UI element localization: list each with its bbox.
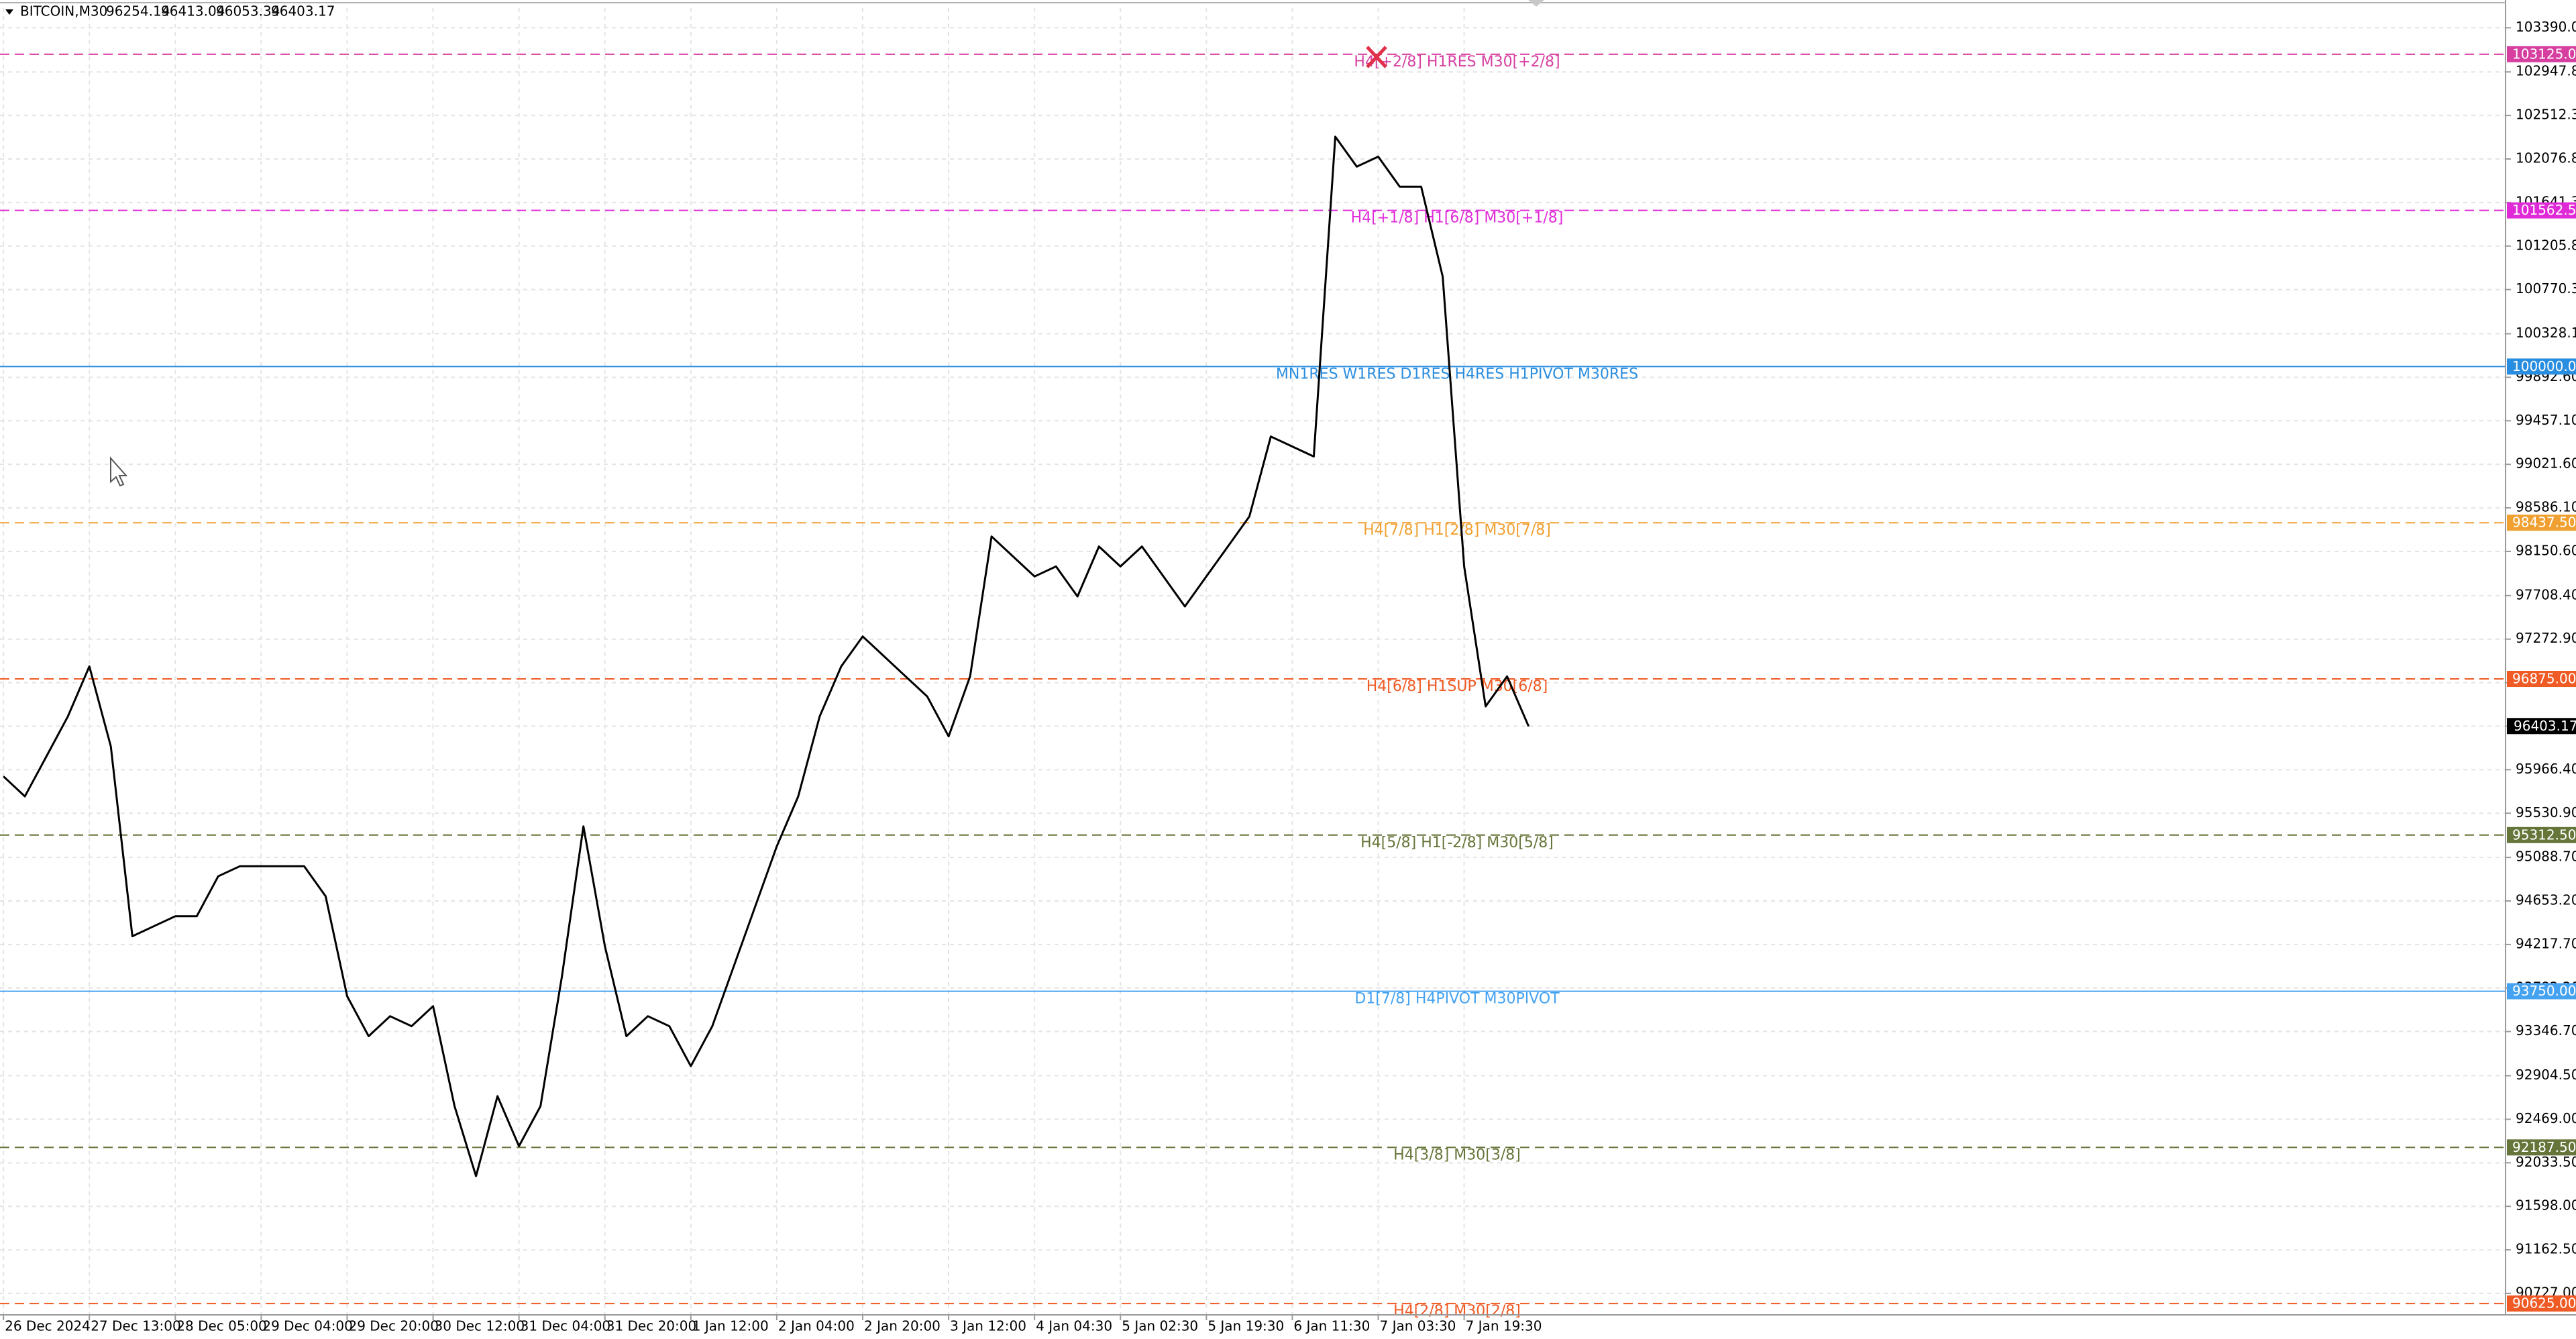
level-label: D1[7/8] H4PIVOT M30PIVOT [1354, 991, 1560, 1008]
y-tick-label: 93346.70 [2516, 1022, 2576, 1038]
x-tick-label: 27 Dec 13:00 [91, 1318, 181, 1334]
y-tick-label: 98586.10 [2516, 499, 2576, 515]
level-tag [2507, 826, 2576, 843]
x-tick-label: 6 Jan 11:30 [1293, 1318, 1370, 1334]
x-tick-label: 7 Jan 03:30 [1380, 1318, 1456, 1334]
ohlc-low: 96053.34 [216, 3, 280, 19]
level-tag-label: 90625.00 [2512, 1295, 2576, 1311]
level-label: MN1RES W1RES D1RES H4RES H1PIVOT M30RES [1276, 366, 1638, 382]
x-tick-label: 31 Dec 20:00 [606, 1318, 697, 1334]
level-tag-label: 98437.50 [2512, 515, 2576, 531]
y-tick-label: 102512.30 [2516, 107, 2576, 123]
level-tag-label: 92187.50 [2512, 1139, 2576, 1155]
x-tick-label: 5 Jan 19:30 [1208, 1318, 1284, 1334]
header-arrow [5, 9, 13, 15]
x-tick-label: 29 Dec 04:00 [262, 1318, 353, 1334]
level-tag [2507, 202, 2576, 219]
axes: 103390.00102947.80102512.30102076.801016… [3, 19, 2576, 1334]
x-tick-label: 2 Jan 04:00 [778, 1318, 855, 1334]
level-tag [2507, 1295, 2576, 1312]
y-tick-label: 99457.10 [2516, 412, 2576, 428]
level-tag [2507, 358, 2576, 375]
x-tick-label: 2 Jan 20:00 [864, 1318, 941, 1334]
plot [3, 136, 1530, 1177]
ohlc-close: 96403.17 [271, 3, 335, 19]
price-line [3, 136, 1530, 1177]
symbol: BITCOIN,M30 [20, 3, 107, 19]
level-tag [2507, 983, 2576, 1000]
level-tag-label: 101562.50 [2512, 202, 2576, 218]
marker-x [1366, 46, 1387, 68]
header: BITCOIN,M30 96254.14 96413.04 96053.34 9… [5, 3, 335, 19]
y-tick-label: 102076.80 [2516, 150, 2576, 166]
x-tick-label: 26 Dec 2024 [5, 1318, 91, 1334]
y-tick-label: 100328.10 [2516, 325, 2576, 341]
current-price-label: 96403.17 [2514, 718, 2576, 734]
x-tick-label: 3 Jan 12:00 [950, 1318, 1026, 1334]
level-label: H4[+1/8] H1[6/8] M30[+1/8] [1351, 210, 1564, 227]
level-tag [2507, 515, 2576, 531]
level-tag-label: 96875.00 [2512, 670, 2576, 686]
shift-marker [1528, 0, 1544, 7]
level-label: H4[2/8] M30[2/8] [1393, 1303, 1521, 1320]
level-label: H4[3/8] M30[3/8] [1393, 1146, 1521, 1163]
y-tick-label: 102947.80 [2516, 63, 2576, 79]
level-label: H4[6/8] H1SUP M30[6/8] [1366, 678, 1548, 695]
grid [0, 8, 2506, 1315]
level-tag-label: 100000.00 [2512, 358, 2576, 374]
x-tick-label: 1 Jan 12:00 [692, 1318, 769, 1334]
y-tick-label: 91598.00 [2516, 1197, 2576, 1214]
level-tag [2507, 670, 2576, 687]
current-price-tag [2507, 718, 2576, 735]
y-tick-label: 95088.70 [2516, 849, 2576, 865]
x-tick-label: 30 Dec 12:00 [435, 1318, 525, 1334]
y-tick-label: 91162.50 [2516, 1241, 2576, 1257]
y-tick-label: 97272.90 [2516, 630, 2576, 646]
ohlc-high: 96413.04 [161, 3, 225, 19]
x-tick-label: 28 Dec 05:00 [176, 1318, 267, 1334]
level-label: H4[5/8] H1[-2/8] M30[5/8] [1360, 835, 1554, 851]
level-label: H4[7/8] H1[2/8] M30[7/8] [1363, 522, 1551, 539]
x-tick-label: 7 Jan 19:30 [1466, 1318, 1542, 1334]
level-tag-label: 95312.50 [2512, 826, 2576, 843]
y-tick-label: 92904.50 [2516, 1067, 2576, 1083]
y-tick-label: 98150.60 [2516, 542, 2576, 558]
y-tick-label: 94217.70 [2516, 935, 2576, 951]
level-tag [2507, 1139, 2576, 1156]
level-label: H4[+2/8] H1RES M30[+2/8] [1354, 54, 1560, 70]
y-tick-label: 95966.40 [2516, 761, 2576, 777]
x-tick-label: 4 Jan 04:30 [1036, 1318, 1112, 1334]
level-tag [2507, 46, 2576, 62]
y-tick-label: 95530.90 [2516, 804, 2576, 820]
x-tick-label: 5 Jan 02:30 [1122, 1318, 1198, 1334]
y-tick-label: 97708.40 [2516, 586, 2576, 602]
marker-stroke [1366, 46, 1387, 68]
levels: H4[+2/8] H1RES M30[+2/8] H4[+1/8] H1[6/8]… [0, 53, 2506, 1320]
y-tick-label: 99021.60 [2516, 456, 2576, 472]
level-tag-label: 93750.00 [2512, 983, 2576, 999]
y-tick-label: 92033.50 [2516, 1154, 2576, 1170]
mouse-cursor [110, 456, 128, 487]
x-tick-label: 29 Dec 20:00 [348, 1318, 439, 1334]
y-tick-label: 100770.30 [2516, 280, 2576, 297]
x-tick-label: 31 Dec 04:00 [521, 1318, 611, 1334]
y-tick-label: 101205.80 [2516, 237, 2576, 253]
level-tag-label: 103125.00 [2512, 46, 2576, 62]
y-tick-label: 92469.00 [2516, 1110, 2576, 1126]
y-tick-label: 94653.20 [2516, 892, 2576, 908]
ohlc-open: 96254.14 [106, 3, 170, 19]
y-tick-label: 103390.00 [2516, 19, 2576, 35]
